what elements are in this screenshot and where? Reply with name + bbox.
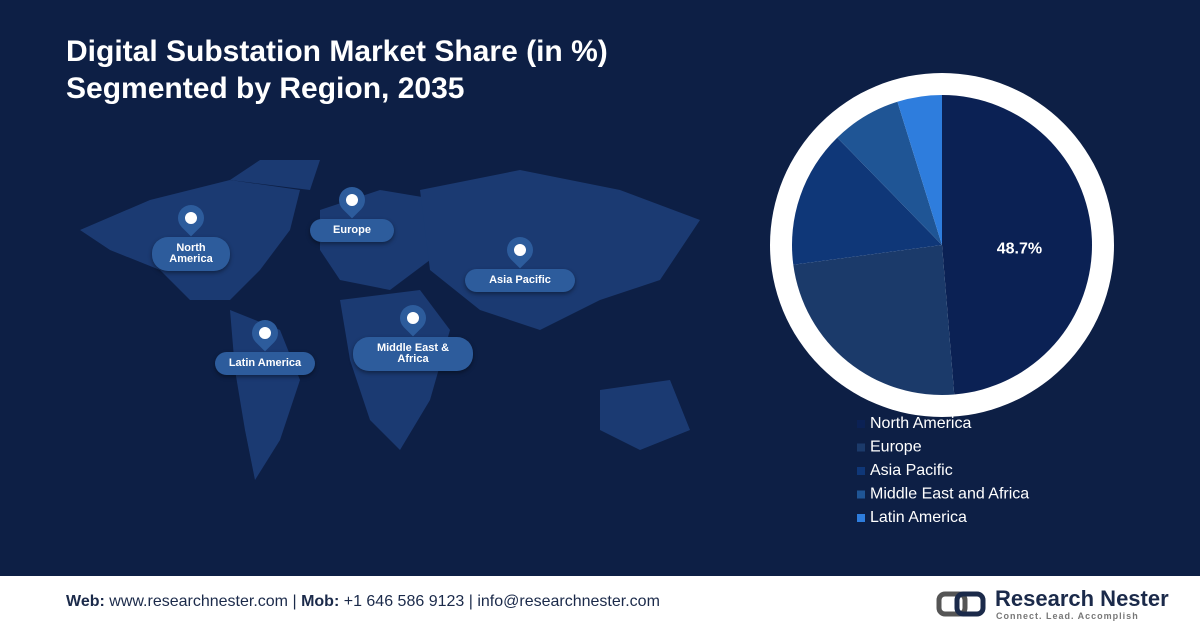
data-label: 48.7% [997,240,1042,257]
pin-label: Latin America [215,352,315,375]
contact-line: Web: www.researchnester.com | Mob: +1 64… [66,593,660,611]
pin-label: North America [152,237,230,271]
brand: Research Nester [995,586,1169,611]
legend-swatch [857,490,865,499]
map-pin: Europe [310,181,394,242]
map-pin: Latin America [215,314,315,375]
legend-label: Asia Pacific [870,462,953,479]
legend-swatch [857,467,865,475]
legend-swatch [857,443,865,452]
email: info@researchnester.com [477,593,660,610]
chart-title: Digital Substation Market Share (in %) [66,35,608,68]
web: www.researchnester.com [109,593,288,610]
legend-label: Middle East and Africa [870,486,1029,503]
pin-label: Middle East & Africa [353,337,473,371]
separator: | [292,593,297,610]
footer: Web: www.researchnester.com | Mob: +1 64… [0,576,1200,628]
pie-slice [897,95,942,245]
pin-icon [172,199,210,237]
pin-label: Europe [310,219,394,242]
mob: +1 646 586 9123 [343,593,465,610]
legend-swatch [857,514,865,522]
pie-slice [837,101,942,245]
tagline: Connect. Lead. Accomplish [996,611,1139,621]
pin-icon [246,314,284,352]
separator: | [468,593,473,610]
pie-slice [792,137,942,265]
chart-subtitle: Segmented by Region, 2035 [66,72,464,105]
map-pin: Asia Pacific [465,231,575,292]
map-pin: Middle East & Africa [353,299,473,371]
pin-icon [333,181,371,219]
pie-slice [793,245,955,395]
logo-icon [936,591,986,617]
map-pin: North America [152,199,230,271]
pin-icon [501,231,539,269]
pin-label: Asia Pacific [465,269,575,292]
legend-swatch [857,420,865,428]
legend-label: North America [870,415,971,432]
pin-icon [394,299,432,337]
pie-slice [942,95,1092,395]
chart: Digital Substation Market Share (in %) S… [66,35,1114,526]
legend-label: Latin America [870,509,967,526]
web-label: Web: [66,593,105,610]
legend-label: Europe [870,439,922,456]
mob-label: Mob: [301,593,340,610]
